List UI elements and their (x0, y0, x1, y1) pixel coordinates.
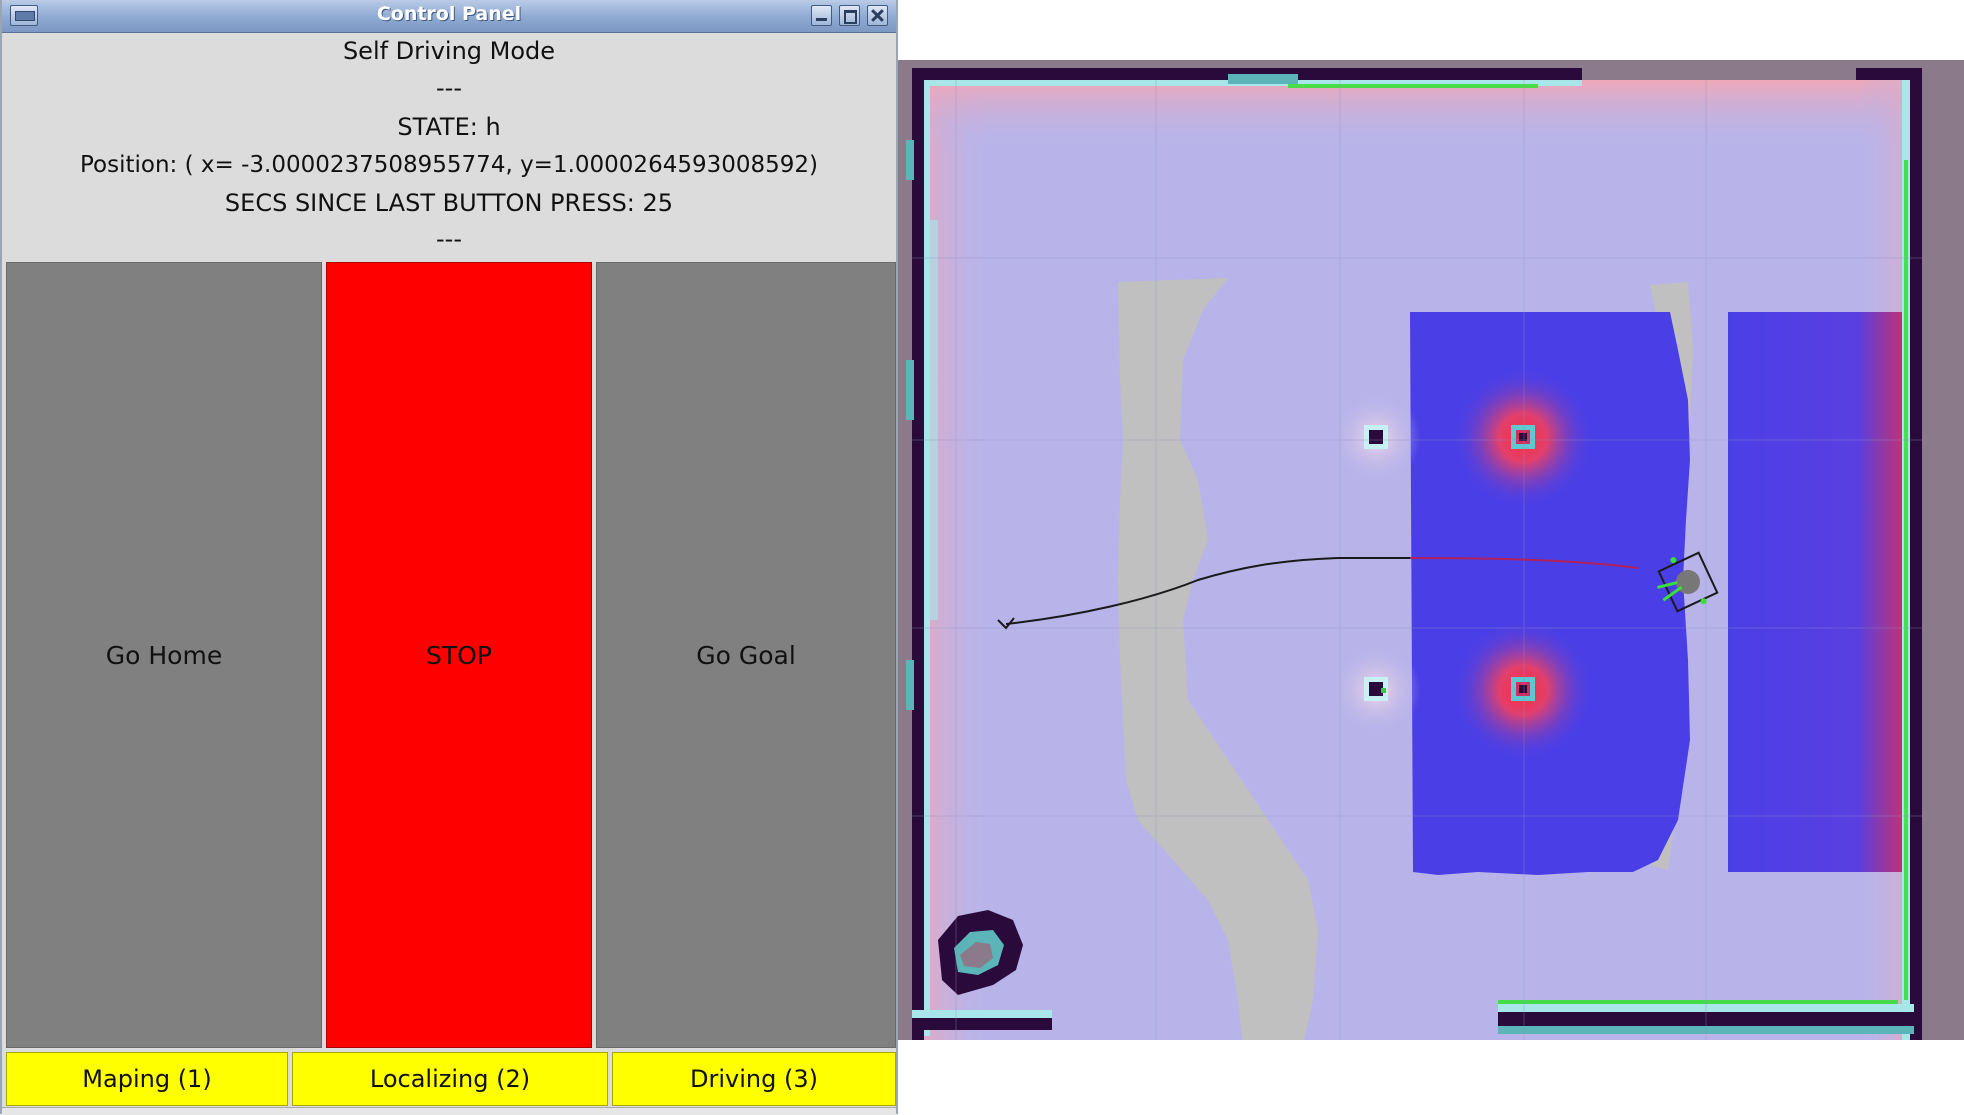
go-home-button[interactable]: Go Home (6, 262, 322, 1048)
path-start-marker (997, 617, 1015, 630)
laser-scan-points (1288, 84, 1908, 1004)
localizing-label: Localizing (2) (369, 1065, 531, 1093)
right-costmap-strip (1728, 312, 1914, 872)
go-goal-button[interactable]: Go Goal (596, 262, 896, 1048)
minimize-icon[interactable] (811, 5, 832, 26)
mode-label: Self Driving Mode (342, 37, 556, 65)
window-menu-icon[interactable] (10, 5, 38, 26)
separator-text: --- (436, 74, 462, 102)
map-view[interactable] (898, 60, 1964, 1052)
robot-icon (1657, 551, 1719, 613)
obstacle-icon (1364, 677, 1388, 701)
go-home-label: Go Home (105, 640, 223, 670)
title-bar[interactable]: Control Panel (2, 0, 896, 33)
obstacle-icon (1511, 425, 1535, 449)
unknown-region (1118, 278, 1318, 1045)
driving-mode-button[interactable]: Driving (3) (612, 1052, 896, 1106)
go-goal-label: Go Goal (696, 640, 796, 670)
path-line-active (1409, 557, 1639, 569)
separator-text: --- (436, 225, 462, 253)
close-icon[interactable] (867, 5, 888, 26)
stop-label: STOP (426, 640, 492, 670)
obstacle-icon (1511, 677, 1535, 701)
maximize-icon[interactable] (839, 5, 860, 26)
control-panel-window: Control Panel Self Driving Mode --- STAT… (0, 0, 898, 1115)
path-line (1005, 557, 1410, 625)
position-label: Position: ( x= -3.0000237508955774, y=1.… (79, 152, 819, 178)
secs-since-press-label: SECS SINCE LAST BUTTON PRESS: 25 (224, 189, 674, 217)
localizing-mode-button[interactable]: Localizing (2) (292, 1052, 608, 1106)
obstacle-icon (1364, 425, 1388, 449)
wall-inflation-top (912, 80, 1922, 150)
window-title: Control Panel (376, 3, 522, 25)
state-label: STATE: h (397, 113, 501, 141)
maping-label: Maping (1) (82, 1065, 212, 1093)
maping-mode-button[interactable]: Maping (1) (6, 1052, 288, 1106)
map-grid (912, 80, 1922, 1040)
status-strip (2, 1107, 896, 1115)
stop-button[interactable]: STOP (326, 262, 592, 1048)
driving-label: Driving (3) (690, 1065, 818, 1093)
